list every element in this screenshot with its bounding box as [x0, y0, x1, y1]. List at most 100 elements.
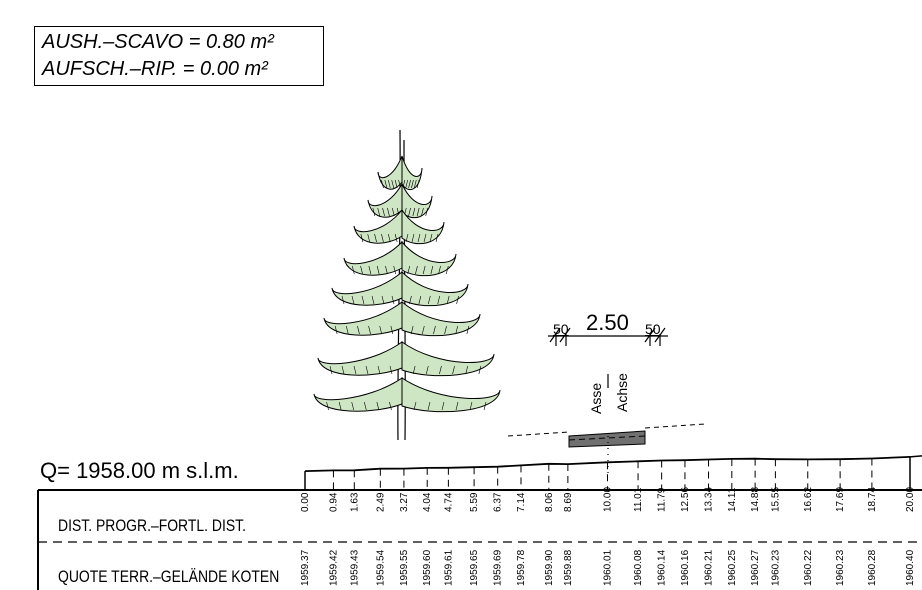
needle-stroke: [353, 365, 357, 375]
needle-stroke: [384, 179, 388, 189]
needle-stroke: [435, 233, 439, 243]
needle-stroke: [438, 265, 441, 275]
tree-branch: [343, 240, 403, 276]
tree-branch: [331, 270, 403, 306]
station-distance-label: 11.79: [657, 487, 668, 512]
needle-stroke: [377, 207, 381, 217]
station-distance-label: 17.69: [835, 487, 846, 512]
station-distance-label: 14.11: [727, 487, 738, 512]
tree-branch: [317, 341, 403, 376]
station-distance-label: 4.04: [422, 492, 433, 512]
station-elevation-label: 1959.42: [328, 549, 339, 586]
station-distance-label: 18.74: [867, 487, 878, 512]
needle-stroke: [374, 233, 377, 243]
needle-stroke: [418, 295, 422, 305]
needle-stroke: [363, 401, 367, 411]
needle-stroke: [425, 207, 429, 217]
station-distance-label: 13.34: [704, 487, 715, 512]
excavation-volume: AUSH.–SCAVO = 0.80 m²: [42, 31, 274, 53]
station-distance-label: 0.94: [328, 492, 339, 512]
needle-stroke: [409, 295, 412, 305]
needle-stroke: [341, 295, 345, 305]
needle-stroke: [407, 265, 411, 275]
station-distance-label: 5.59: [469, 492, 480, 512]
station-elevation-label: 1960.16: [680, 549, 691, 586]
needle-stroke: [365, 365, 369, 375]
terrain-profile-line: [304, 456, 911, 472]
station-distance-label: 8.06: [544, 492, 555, 512]
station-distance-label: 12.56: [680, 487, 691, 512]
needle-stroke: [360, 265, 363, 275]
station-elevation-label: 1960.28: [867, 549, 878, 586]
needle-stroke: [376, 265, 380, 275]
needle-stroke: [416, 179, 420, 189]
station-elevation-label: 1960.23: [770, 549, 781, 586]
needle-stroke: [394, 179, 398, 189]
needle-stroke: [423, 233, 427, 243]
needle-stroke: [408, 179, 411, 189]
needle-stroke: [483, 401, 487, 411]
station-distance-label: 20.00: [905, 487, 916, 512]
needle-stroke: [415, 265, 418, 275]
tree-branch: [401, 377, 501, 413]
elevation-row-label: QUOTE TERR.–GELÄNDE KOTEN: [58, 567, 280, 586]
station-distance-label: 15.55: [770, 487, 781, 512]
station-distance-label: 8.69: [563, 492, 574, 512]
needle-stroke: [381, 233, 384, 243]
station-distance-label: 3.27: [399, 492, 410, 512]
needle-stroke: [456, 295, 459, 305]
needle-stroke: [446, 295, 450, 305]
road-width-label: 2.50: [586, 310, 629, 335]
needle-stroke: [410, 325, 414, 335]
needle-stroke: [413, 401, 417, 411]
station-elevation-label: 1959.61: [443, 549, 454, 586]
tree-branch: [401, 240, 457, 277]
needle-stroke: [329, 365, 333, 375]
station-elevation-label: 1960.08: [633, 549, 644, 586]
needle-stroke: [408, 207, 411, 217]
station-elevation-label: 1960.21: [704, 549, 715, 586]
needle-stroke: [345, 325, 349, 335]
needle-stroke: [422, 265, 426, 275]
needle-stroke: [390, 325, 394, 335]
station-distance-label: 10.00: [603, 487, 614, 512]
needle-stroke: [393, 265, 397, 275]
needle-stroke: [413, 179, 417, 189]
station-layer: 0.00 1959.37 0.94 1959.42 1.63 1959.43 2.49 195…: [300, 455, 922, 586]
needle-stroke: [433, 325, 436, 335]
needle-stroke: [430, 265, 434, 275]
needle-stroke: [381, 295, 385, 305]
station-elevation-label: 1960.22: [803, 549, 814, 586]
tree-branch: [353, 208, 403, 244]
needle-stroke: [445, 265, 449, 275]
fill-volume: AUFSCH.–RIP. = 0.00 m²: [42, 58, 268, 80]
spruce-tree-illustration: [313, 129, 501, 441]
needle-stroke: [478, 365, 482, 375]
station-distance-label: 11.01: [633, 487, 644, 512]
needle-stroke: [466, 325, 470, 335]
needle-stroke: [416, 207, 420, 217]
tree-branch: [401, 270, 469, 307]
axis-label-it: Asse: [588, 383, 604, 414]
needle-stroke: [389, 401, 392, 411]
road-width-dimension: [548, 327, 668, 346]
tree-branch: [401, 155, 423, 191]
station-elevation-label: 1959.43: [349, 549, 360, 586]
needle-stroke: [412, 365, 416, 375]
needle-stroke: [421, 207, 424, 217]
station-elevation-label: 1960.25: [727, 549, 738, 586]
tree-branch: [401, 183, 433, 219]
needle-stroke: [427, 401, 431, 411]
needle-stroke: [379, 325, 383, 335]
needle-stroke: [351, 265, 355, 275]
station-distance-label: 7.14: [516, 492, 527, 512]
station-elevation-label: 1959.60: [422, 549, 433, 586]
needle-stroke: [334, 325, 338, 335]
needle-stroke: [427, 295, 431, 305]
needle-stroke: [391, 179, 395, 189]
needle-stroke: [391, 207, 395, 217]
needle-stroke: [387, 233, 391, 243]
needle-stroke: [371, 295, 375, 305]
needle-stroke: [465, 365, 469, 375]
